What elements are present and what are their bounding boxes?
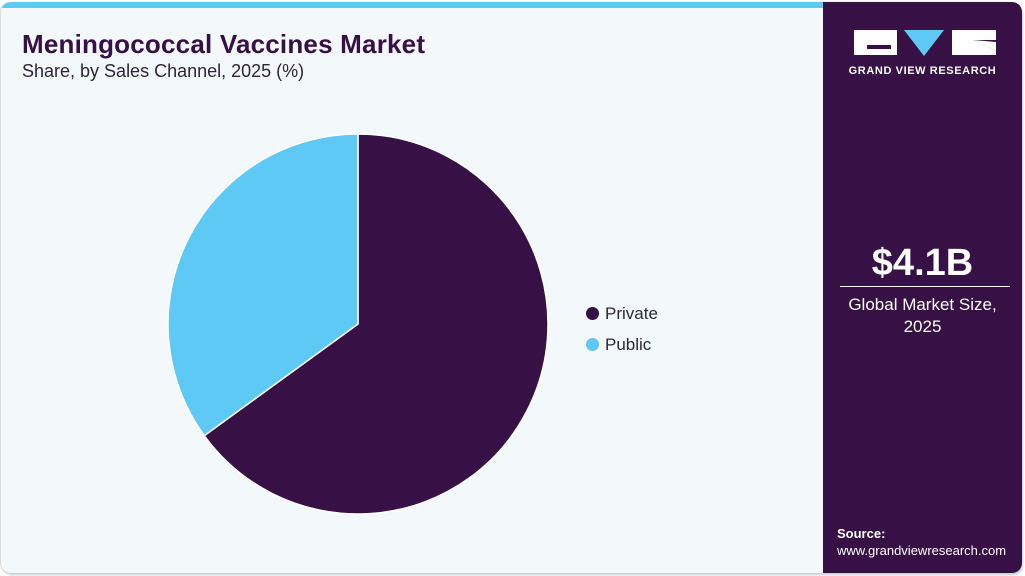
source-url: www.grandviewresearch.com	[837, 543, 1007, 558]
pie-slice-public	[167, 133, 359, 437]
market-size-label-line2: 2025	[903, 317, 942, 336]
legend-item-private: Private	[586, 298, 658, 329]
chart-title: Meningococcal Vaccines Market	[22, 29, 426, 59]
legend-item-public: Public	[586, 329, 658, 360]
accent-bar	[1, 2, 823, 8]
legend-label-public: Public	[605, 334, 652, 354]
chart-subtitle: Share, by Sales Channel, 2025 (%)	[22, 61, 305, 81]
pie-chart	[167, 133, 549, 515]
brand-name: GRAND VIEW RESEARCH	[848, 65, 997, 77]
legend-dot-public-icon	[586, 338, 599, 351]
legend-dot-private-icon	[586, 307, 599, 320]
market-size-value: $4.1B	[871, 242, 974, 284]
source-heading: Source:	[837, 526, 886, 541]
sidebar-panel: GRAND VIEW RESEARCH $4.1B Global Market …	[823, 2, 1022, 573]
gvr-logo-icon	[854, 30, 996, 56]
chart-panel: Meningococcal Vaccines Market Share, by …	[1, 2, 823, 573]
legend-label-private: Private	[605, 303, 658, 323]
pie-slice-private	[203, 133, 549, 515]
kpi-divider	[840, 286, 1010, 287]
market-size-label-line1: Global Market Size,	[848, 295, 997, 314]
market-size-label: Global Market Size, 2025	[823, 294, 1022, 338]
legend: Private Public	[586, 298, 658, 360]
